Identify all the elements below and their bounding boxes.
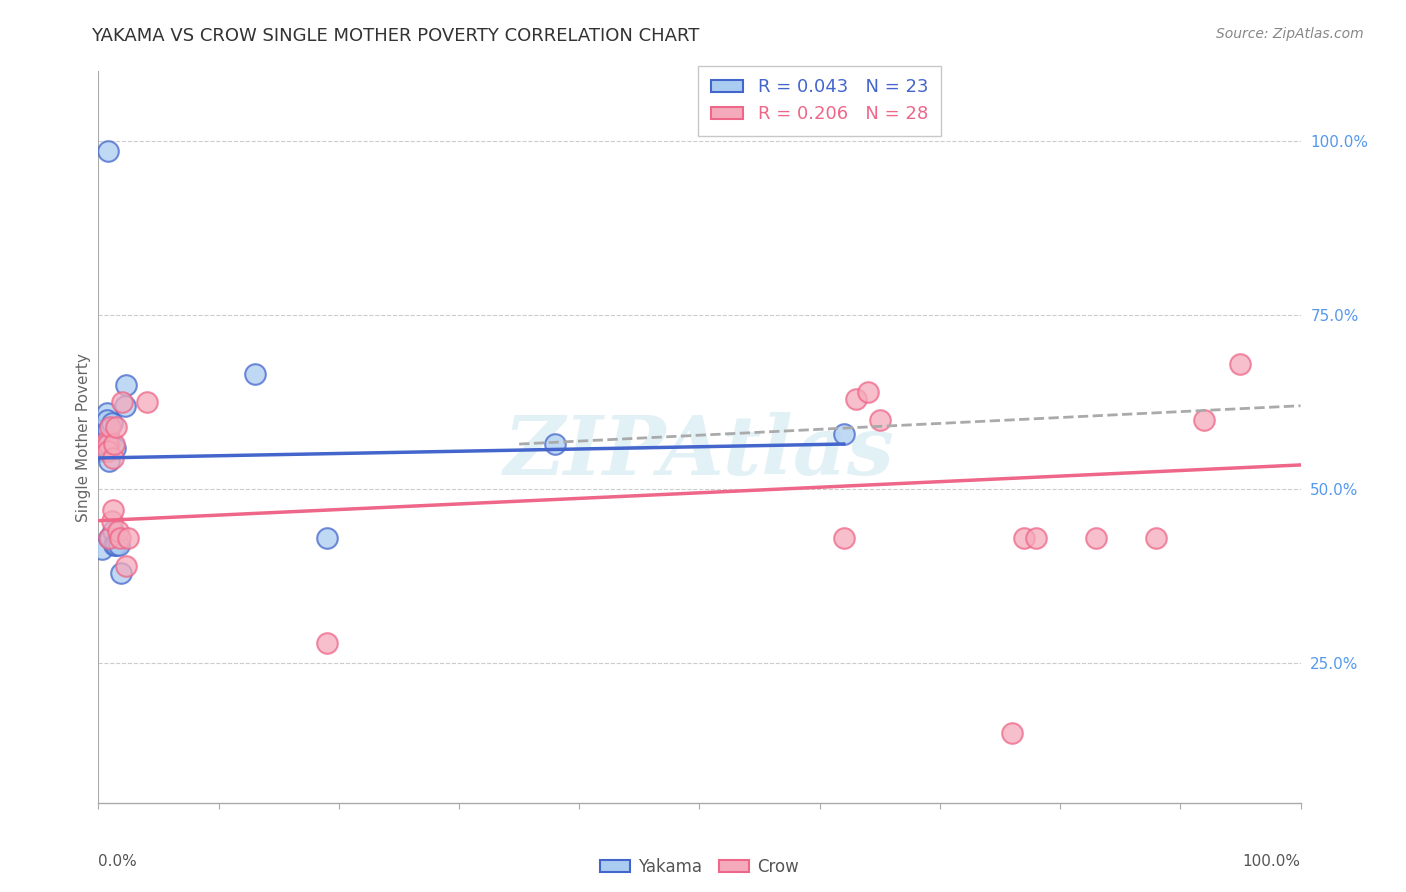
Point <box>1001 726 1024 740</box>
Point <box>1229 357 1251 371</box>
Point <box>1144 531 1167 545</box>
Point <box>101 503 124 517</box>
Text: Source: ZipAtlas.com: Source: ZipAtlas.com <box>1216 27 1364 41</box>
Point <box>93 437 115 451</box>
Point <box>100 531 122 545</box>
Point <box>97 145 120 159</box>
Point <box>104 441 127 455</box>
Point <box>107 524 129 538</box>
Point <box>98 531 121 545</box>
Point <box>1194 412 1216 426</box>
Point <box>110 566 132 580</box>
Point <box>101 524 124 538</box>
Text: ZIPAtlas: ZIPAtlas <box>503 412 896 491</box>
Point <box>100 434 122 448</box>
Point <box>96 412 118 426</box>
Point <box>856 384 879 399</box>
Point <box>1025 531 1047 545</box>
Point <box>97 423 120 437</box>
Text: YAKAMA VS CROW SINGLE MOTHER POVERTY CORRELATION CHART: YAKAMA VS CROW SINGLE MOTHER POVERTY COR… <box>91 27 700 45</box>
Point <box>1012 531 1035 545</box>
Point <box>96 406 118 420</box>
Point <box>869 412 891 426</box>
Point <box>100 416 122 430</box>
Point <box>832 426 855 441</box>
Point <box>96 434 118 448</box>
Point <box>544 437 567 451</box>
Point <box>103 437 125 451</box>
Point <box>115 377 138 392</box>
Point <box>117 531 139 545</box>
Point <box>111 395 134 409</box>
Point <box>100 419 122 434</box>
Point <box>103 538 125 552</box>
Point <box>845 392 868 406</box>
Point <box>135 395 157 409</box>
Point <box>105 538 128 552</box>
Point <box>98 531 121 545</box>
Point <box>101 450 124 465</box>
Point <box>108 531 131 545</box>
Point <box>97 437 120 451</box>
Point <box>315 531 337 545</box>
Point <box>93 444 115 458</box>
Point <box>108 538 131 552</box>
Point <box>1085 531 1108 545</box>
Point <box>115 558 138 573</box>
Point <box>91 541 114 556</box>
Point <box>100 514 122 528</box>
Text: 0.0%: 0.0% <box>98 854 138 869</box>
Text: 100.0%: 100.0% <box>1243 854 1301 869</box>
Point <box>97 444 120 458</box>
Point <box>114 399 136 413</box>
Point <box>315 635 337 649</box>
Legend: Yakama, Crow: Yakama, Crow <box>593 851 806 882</box>
Point <box>243 368 266 382</box>
Point <box>105 419 128 434</box>
Y-axis label: Single Mother Poverty: Single Mother Poverty <box>76 352 91 522</box>
Point <box>98 454 121 468</box>
Point <box>832 531 855 545</box>
